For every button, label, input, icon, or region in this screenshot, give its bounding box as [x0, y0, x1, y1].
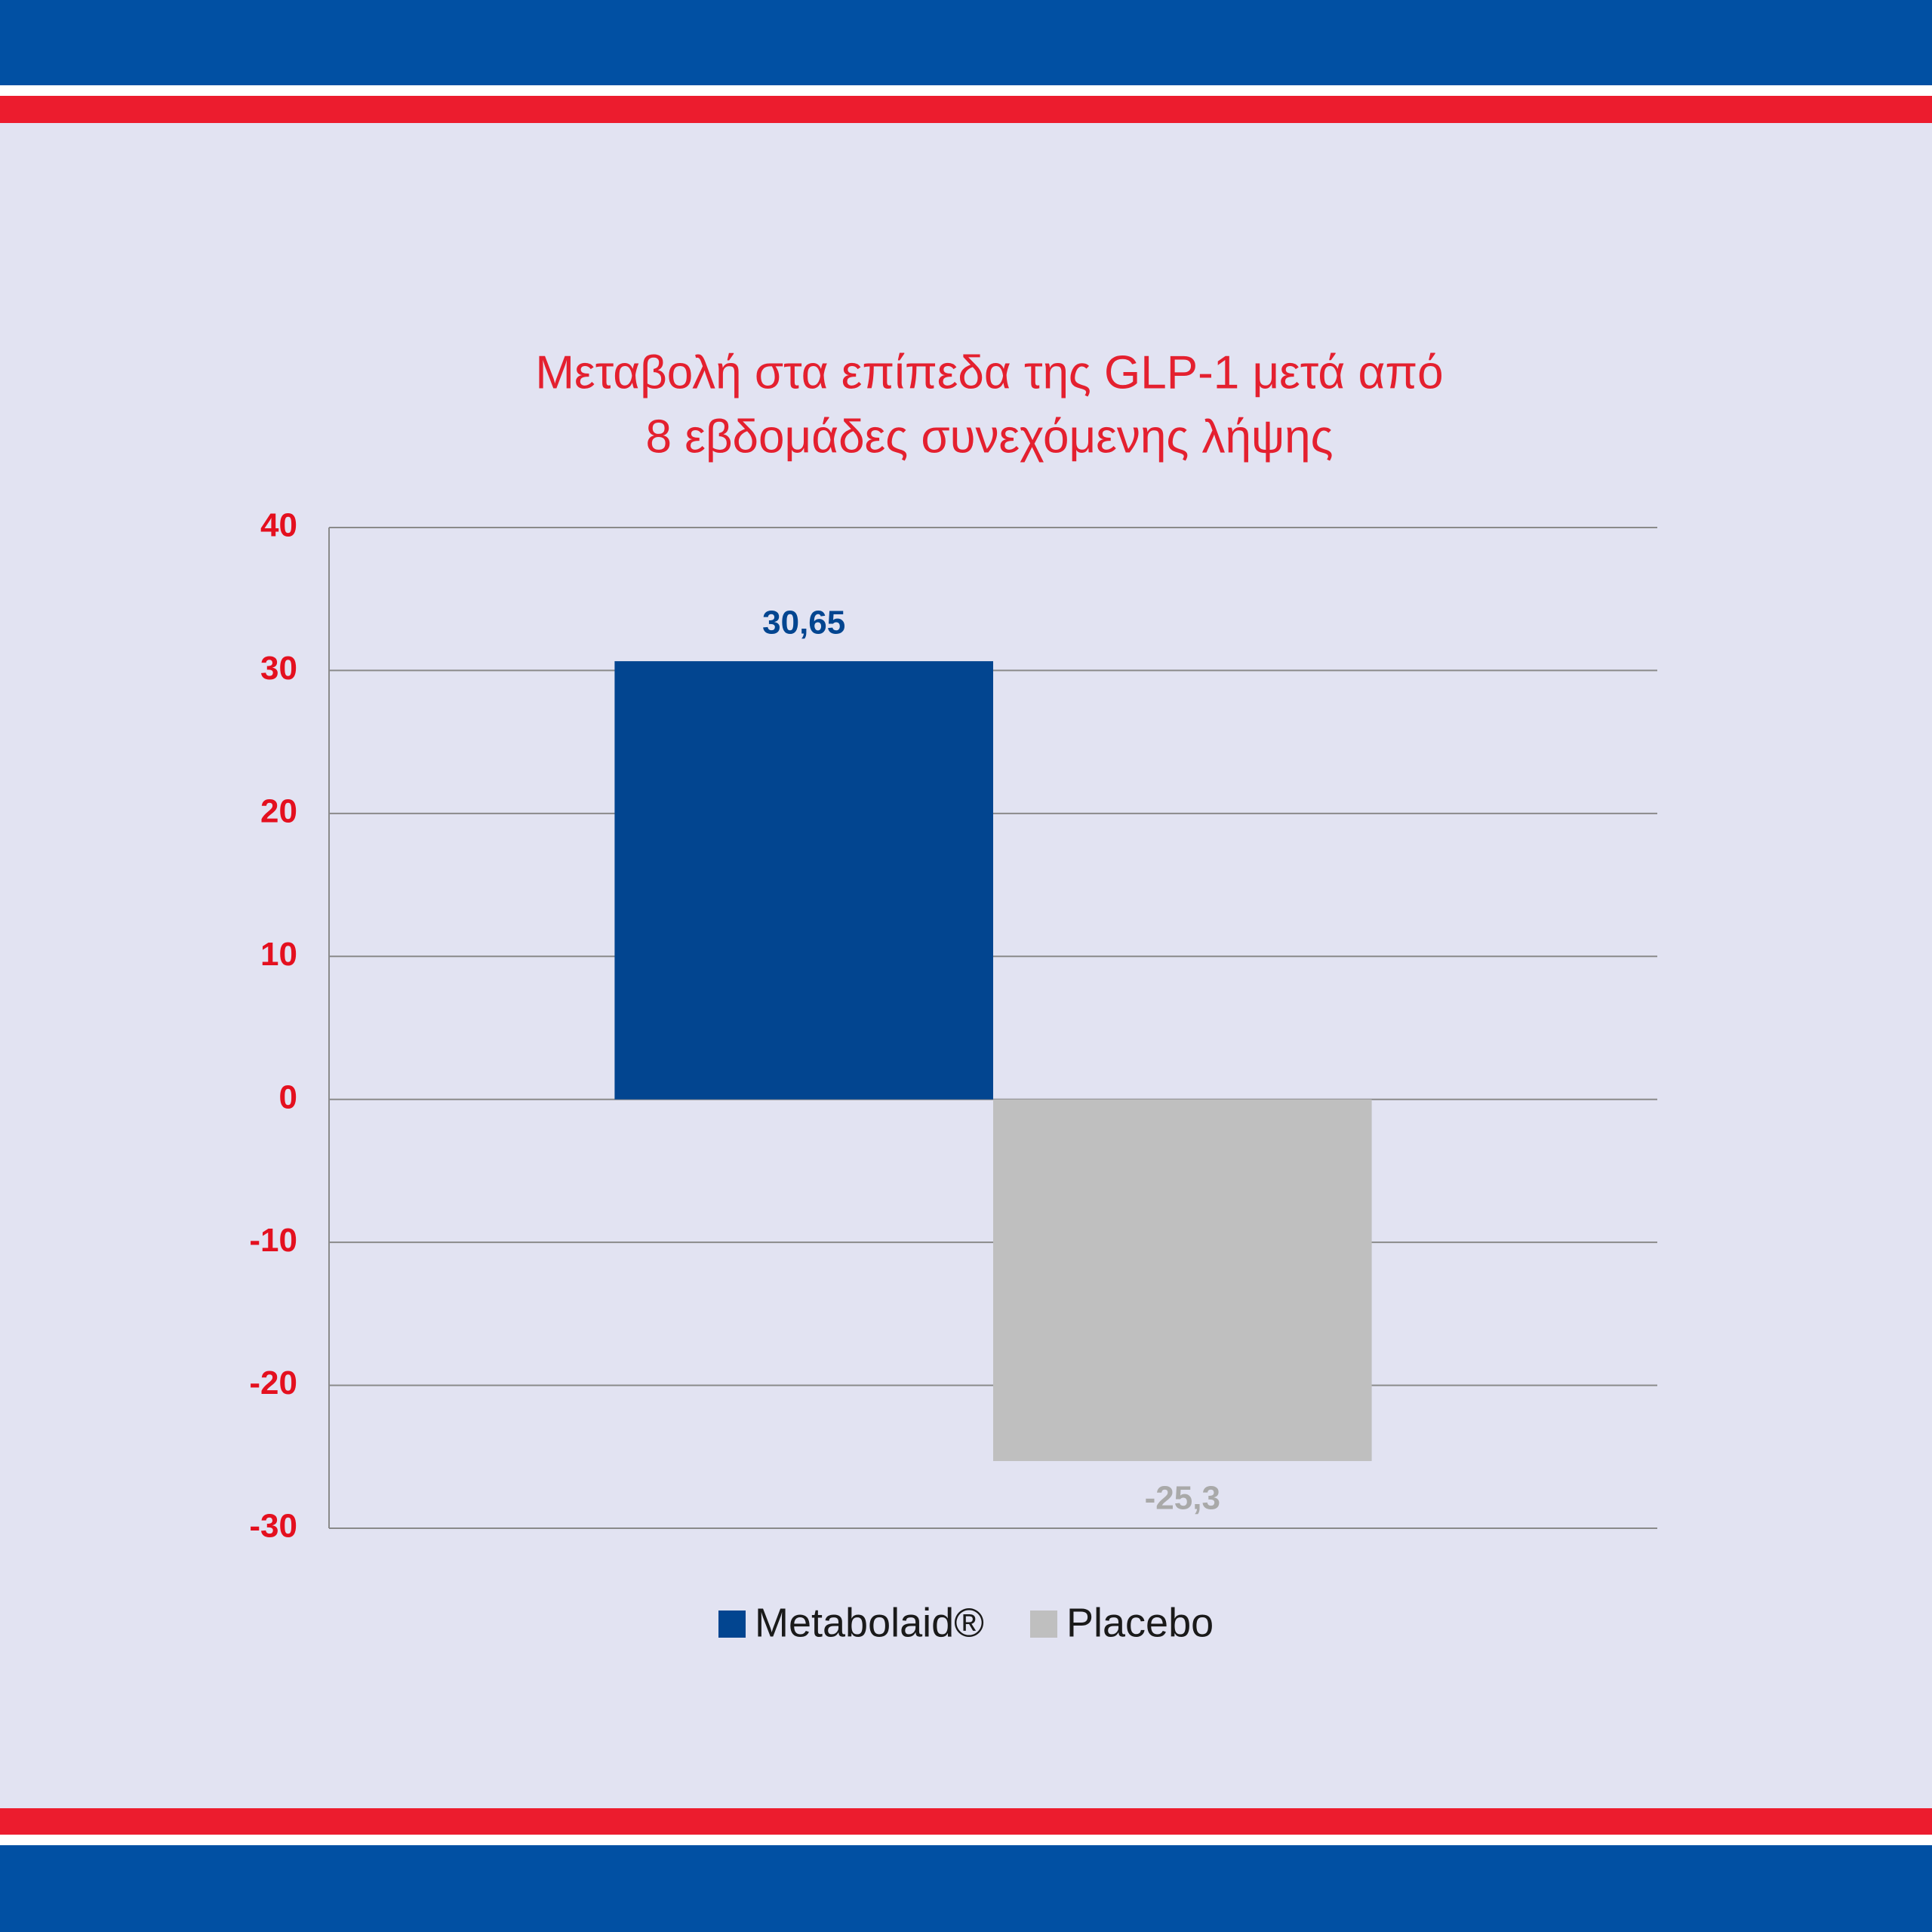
legend-label: Metabolaid®: [755, 1600, 984, 1645]
bottom-gap: [0, 1835, 1932, 1845]
y-tick-label: -10: [249, 1222, 297, 1259]
top-gap: [0, 85, 1932, 96]
top-band: [0, 0, 1932, 85]
legend-swatch: [1030, 1611, 1057, 1638]
y-tick-label: 20: [260, 792, 297, 829]
chart-title: Μεταβολή στα επίπεδα της GLP-1 μετά από: [535, 346, 1443, 398]
chart-title: 8 εβδομάδες συνεχόμενης λήψης: [646, 411, 1334, 463]
bottom-stripe: [0, 1808, 1932, 1835]
bar: [614, 661, 993, 1100]
y-tick-label: 40: [260, 507, 297, 544]
legend-label: Placebo: [1066, 1600, 1214, 1645]
y-tick-label: -20: [249, 1364, 297, 1401]
legend-swatch: [718, 1611, 746, 1638]
y-tick-label: 10: [260, 936, 297, 973]
value-label: 30,65: [762, 605, 845, 641]
y-tick-label: -30: [249, 1508, 297, 1545]
y-tick-label: 30: [260, 650, 297, 687]
bottom-band: [0, 1845, 1932, 1932]
top-stripe: [0, 96, 1932, 123]
bar: [993, 1099, 1372, 1461]
y-tick-label: 0: [279, 1078, 297, 1115]
value-label: -25,3: [1145, 1480, 1220, 1517]
